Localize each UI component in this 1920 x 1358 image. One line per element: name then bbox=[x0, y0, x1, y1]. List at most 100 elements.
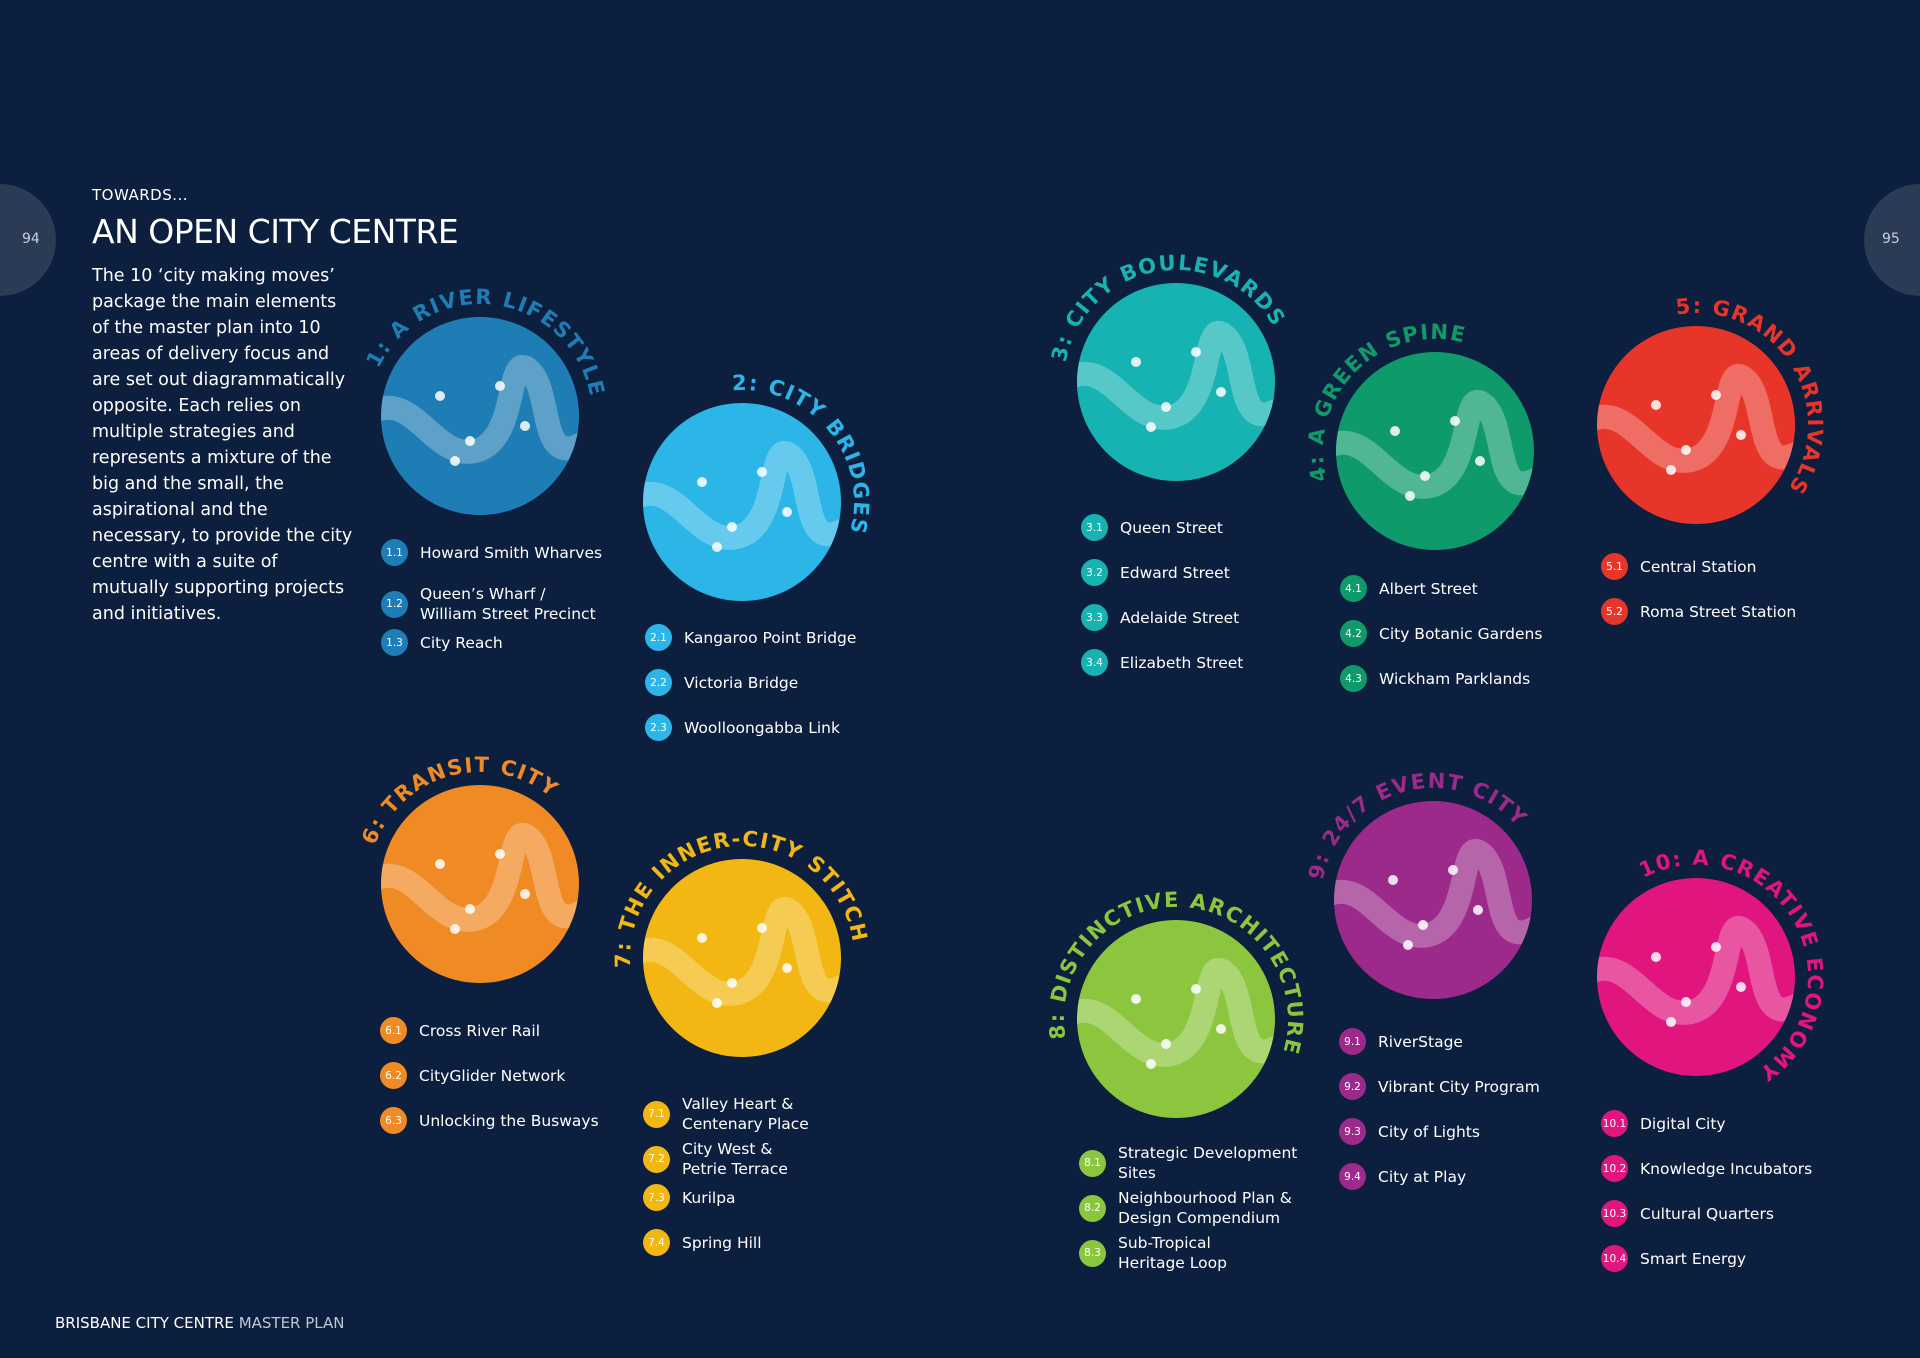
motif-dot bbox=[1736, 982, 1746, 992]
list-item: 9.2 Vibrant City Program bbox=[1339, 1073, 1540, 1100]
move-circle bbox=[1077, 920, 1275, 1118]
list-item: 6.3 Unlocking the Busways bbox=[380, 1107, 599, 1134]
page-tab bbox=[0, 184, 56, 296]
river bbox=[643, 441, 841, 550]
item-badge: 7.1 bbox=[643, 1100, 670, 1128]
footer: BRISBANE CITY CENTRE MASTER PLAN bbox=[55, 1314, 344, 1332]
motif-dot bbox=[727, 978, 737, 988]
item-label: Smart Energy bbox=[1640, 1249, 1747, 1268]
page-tab bbox=[1864, 184, 1920, 296]
page-number: 95 bbox=[1882, 231, 1900, 247]
motif-dot bbox=[1146, 422, 1156, 432]
list-item: 1.1 Howard Smith Wharves bbox=[381, 539, 602, 566]
list-item: 7.1 Valley Heart & Centenary Place bbox=[643, 1094, 809, 1134]
list-item: 2.2 Victoria Bridge bbox=[645, 669, 798, 696]
item-badge: 9.1 bbox=[1339, 1028, 1366, 1055]
item-label: Woolloongabba Link bbox=[684, 718, 840, 737]
item-badge: 2.1 bbox=[645, 624, 672, 651]
motif-dot bbox=[1216, 387, 1226, 397]
motif-dot bbox=[1448, 865, 1458, 875]
motif-dot bbox=[1161, 402, 1171, 412]
move-circle bbox=[1334, 801, 1532, 999]
move-graphic bbox=[1336, 352, 1534, 550]
motif-dot bbox=[1216, 1024, 1226, 1034]
item-badge: 8.2 bbox=[1079, 1194, 1106, 1222]
motif-dot bbox=[1131, 994, 1141, 1004]
item-label: Spring Hill bbox=[682, 1233, 762, 1252]
motif-dot bbox=[450, 924, 460, 934]
motif-dot bbox=[1146, 1059, 1156, 1069]
motif-dot bbox=[782, 507, 792, 517]
list-item: 6.1 Cross River Rail bbox=[380, 1017, 540, 1044]
list-item: 3.4 Elizabeth Street bbox=[1081, 649, 1243, 676]
item-label: RiverStage bbox=[1378, 1032, 1463, 1051]
motif-dot bbox=[1420, 471, 1430, 481]
move-circle bbox=[381, 317, 579, 515]
motif-dot bbox=[1651, 400, 1661, 410]
item-badge: 6.2 bbox=[380, 1062, 407, 1089]
item-badge: 3.1 bbox=[1081, 514, 1108, 541]
move-circle bbox=[643, 859, 841, 1057]
item-badge: 8.1 bbox=[1079, 1149, 1106, 1177]
list-item: 7.4 Spring Hill bbox=[643, 1229, 762, 1256]
item-label: City at Play bbox=[1378, 1167, 1467, 1186]
motif-dot bbox=[1681, 445, 1691, 455]
motif-dot bbox=[782, 963, 792, 973]
move-graphic bbox=[643, 403, 841, 601]
list-item: 1.3 City Reach bbox=[381, 629, 503, 656]
item-badge: 3.3 bbox=[1081, 604, 1108, 631]
item-label: Queen Street bbox=[1120, 518, 1223, 537]
move-circle bbox=[381, 785, 579, 983]
item-label: Howard Smith Wharves bbox=[420, 543, 603, 562]
motif-dot bbox=[435, 859, 445, 869]
move-circle bbox=[643, 403, 841, 601]
river bbox=[1077, 958, 1275, 1067]
motif-dot bbox=[1388, 875, 1398, 885]
motif-dot bbox=[1418, 920, 1428, 930]
item-label: City of Lights bbox=[1378, 1122, 1480, 1141]
item-badge: 10.1 bbox=[1601, 1110, 1628, 1137]
river bbox=[643, 897, 841, 1006]
list-item: 10.3 Cultural Quarters bbox=[1601, 1200, 1774, 1227]
item-badge: 7.2 bbox=[643, 1145, 670, 1173]
footer-subtitle: MASTER PLAN bbox=[238, 1314, 345, 1332]
motif-dot bbox=[1450, 416, 1460, 426]
motif-dot bbox=[1475, 456, 1485, 466]
motif-dot bbox=[757, 467, 767, 477]
motif-dot bbox=[450, 456, 460, 466]
item-badge: 4.1 bbox=[1340, 575, 1367, 602]
item-label: Edward Street bbox=[1120, 563, 1230, 582]
item-label: Albert Street bbox=[1379, 579, 1478, 598]
item-label: Sub-Tropical Heritage Loop bbox=[1118, 1234, 1227, 1272]
item-label: Knowledge Incubators bbox=[1640, 1159, 1813, 1178]
list-item: 4.2 City Botanic Gardens bbox=[1340, 620, 1542, 647]
item-label: Vibrant City Program bbox=[1378, 1077, 1540, 1096]
motif-dot bbox=[1191, 984, 1201, 994]
river bbox=[1336, 390, 1534, 499]
item-badge: 3.2 bbox=[1081, 559, 1108, 586]
motif-dot bbox=[495, 849, 505, 859]
item-badge: 7.3 bbox=[643, 1184, 670, 1211]
item-badge: 10.4 bbox=[1601, 1245, 1628, 1272]
move-circle bbox=[1597, 326, 1795, 524]
list-item: 3.2 Edward Street bbox=[1081, 559, 1230, 586]
item-badge: 8.3 bbox=[1079, 1239, 1106, 1267]
item-badge: 9.4 bbox=[1339, 1163, 1366, 1190]
move-circle bbox=[1077, 283, 1275, 481]
motif-dot bbox=[1161, 1039, 1171, 1049]
river bbox=[1077, 321, 1275, 430]
move-graphic bbox=[381, 317, 579, 515]
list-item: 10.2 Knowledge Incubators bbox=[1601, 1155, 1812, 1182]
motif-dot bbox=[1666, 465, 1676, 475]
list-item: 2.3 Woolloongabba Link bbox=[645, 714, 840, 741]
item-label: Cross River Rail bbox=[419, 1021, 541, 1040]
item-badge: 10.2 bbox=[1601, 1155, 1628, 1182]
item-label: Roma Street Station bbox=[1640, 602, 1797, 621]
item-label: Valley Heart & Centenary Place bbox=[682, 1095, 809, 1133]
item-label: Wickham Parklands bbox=[1379, 669, 1531, 688]
move-graphic bbox=[381, 785, 579, 983]
move-graphic bbox=[1077, 283, 1275, 481]
item-badge: 5.1 bbox=[1601, 553, 1628, 580]
move-circle bbox=[1336, 352, 1534, 550]
